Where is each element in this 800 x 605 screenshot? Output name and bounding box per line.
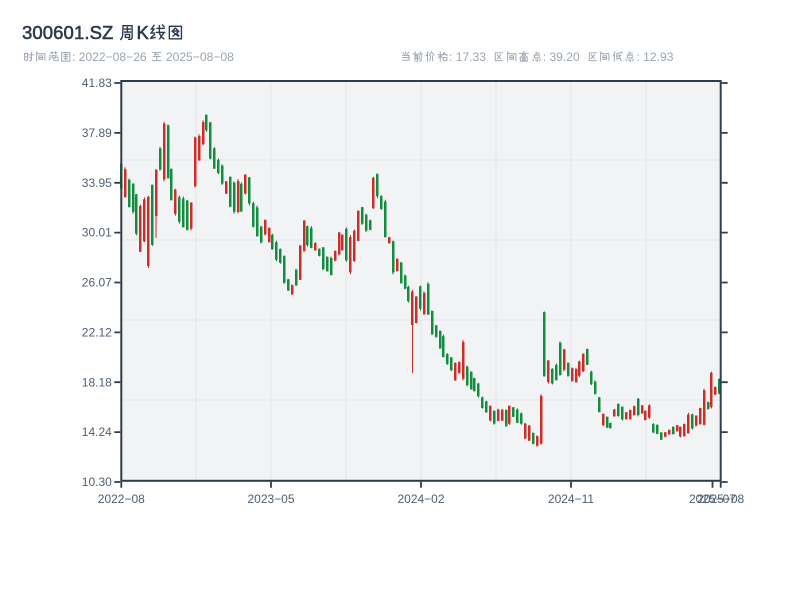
svg-text:10.30: 10.30 xyxy=(82,475,112,489)
svg-text:2025−07: 2025−07 xyxy=(689,492,736,506)
svg-text:33.95: 33.95 xyxy=(82,176,112,190)
svg-text:2024−11: 2024−11 xyxy=(548,492,594,506)
svg-text:14.24: 14.24 xyxy=(82,425,112,439)
svg-text:41.83: 41.83 xyxy=(82,76,112,90)
svg-text:26.07: 26.07 xyxy=(82,276,112,290)
svg-text:2024−02: 2024−02 xyxy=(397,492,444,506)
svg-text:2022−08: 2022−08 xyxy=(98,492,145,506)
svg-text:22.12: 22.12 xyxy=(82,326,112,340)
svg-text:18.18: 18.18 xyxy=(82,375,112,389)
svg-text:37.89: 37.89 xyxy=(82,126,112,140)
svg-text:30.01: 30.01 xyxy=(82,226,112,240)
svg-text:2025−08: 2025−08 xyxy=(697,492,744,506)
svg-text:2023−05: 2023−05 xyxy=(247,492,294,506)
